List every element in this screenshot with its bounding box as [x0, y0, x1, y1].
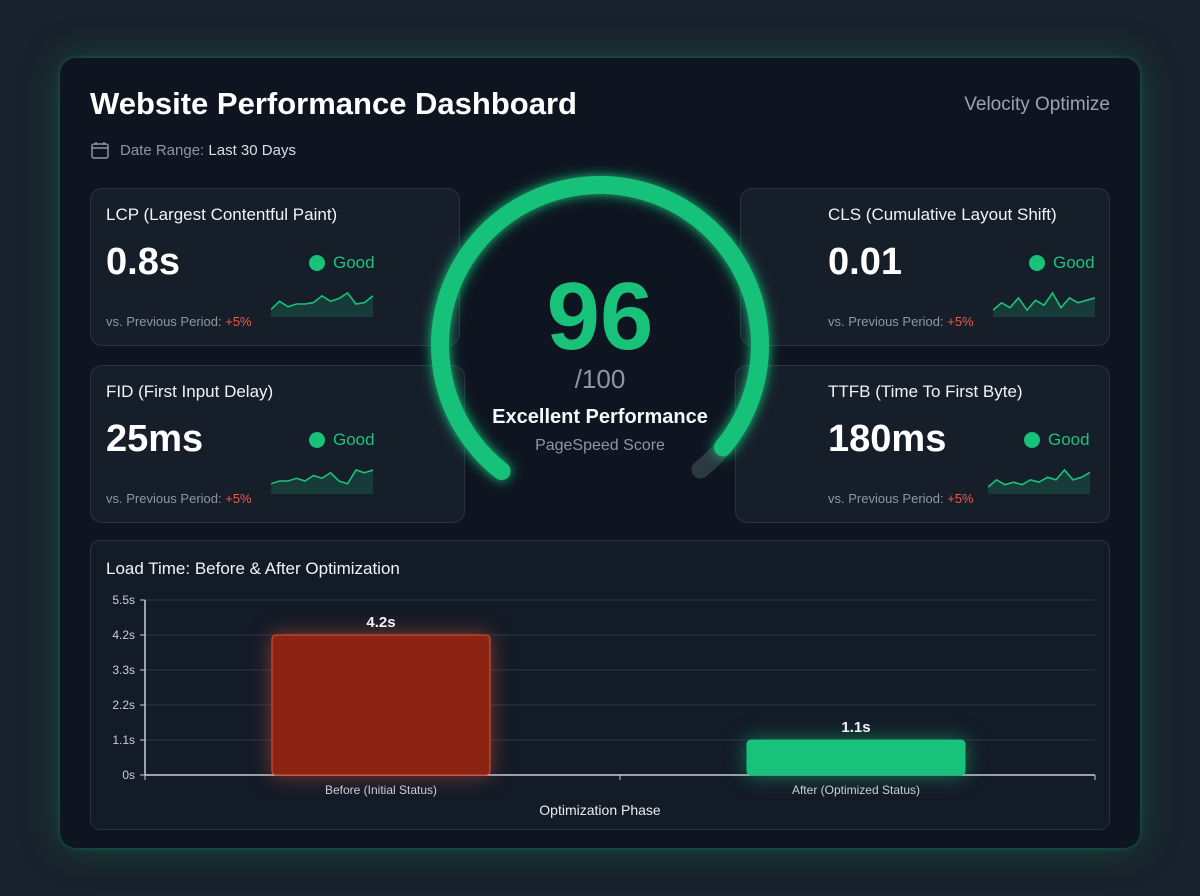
comparison: vs. Previous Period: +5% — [106, 314, 252, 329]
metric-value: 180ms — [828, 418, 947, 460]
score-max: /100 — [574, 364, 626, 394]
sparkline — [271, 469, 373, 494]
metric-card-cls[interactable]: CLS (Cumulative Layout Shift) 0.01 Good … — [740, 188, 1110, 346]
y-tick-label: 2.2s — [112, 698, 135, 712]
metric-label: LCP (Largest Contentful Paint) — [106, 205, 338, 224]
status-dot-icon — [1024, 432, 1040, 448]
status-badge: Good — [309, 253, 375, 273]
comparison: vs. Previous Period: +5% — [828, 491, 974, 506]
bar-after[interactable] — [746, 739, 966, 776]
date-range[interactable]: Date Range: Last 30 Days — [90, 140, 296, 160]
y-tick-label: 4.2s — [112, 628, 135, 642]
status-text: Good — [1048, 430, 1090, 449]
date-range-label: Date Range: — [120, 141, 205, 159]
calendar-icon — [91, 142, 109, 159]
x-axis-title: Optimization Phase — [539, 802, 661, 818]
status-text: Good — [1053, 253, 1095, 272]
comparison-label: vs. Previous Period: — [106, 491, 222, 506]
status-badge: Good — [1029, 253, 1095, 273]
score-rating: Excellent Performance — [492, 406, 708, 428]
page-title: Website Performance Dashboard — [90, 86, 577, 121]
metric-value: 0.8s — [106, 241, 180, 283]
status-dot-icon — [309, 255, 325, 271]
sparkline — [988, 468, 1090, 494]
x-tick-label: After (Optimized Status) — [792, 783, 920, 797]
sparkline — [271, 291, 373, 317]
metric-card-fid[interactable]: FID (First Input Delay) 25ms Good vs. Pr… — [90, 365, 465, 523]
gauge-fill — [431, 176, 769, 514]
comparison-value: +5% — [947, 314, 974, 329]
status-dot-icon — [1029, 255, 1045, 271]
score-caption: PageSpeed Score — [535, 437, 665, 454]
comparison-label: vs. Previous Period: — [828, 314, 944, 329]
sparkline — [993, 291, 1095, 317]
metric-label: TTFB (Time To First Byte) — [828, 382, 1023, 401]
comparison: vs. Previous Period: +5% — [828, 314, 974, 329]
bar-value-label: 1.1s — [841, 719, 870, 736]
y-tick-label: 3.3s — [112, 663, 135, 677]
metric-value: 25ms — [106, 418, 204, 460]
bar-value-label: 4.2s — [366, 614, 395, 631]
load-time-chart-panel: Load Time: Before & After Optimization — [90, 540, 1110, 830]
y-tick-label: 5.5s — [112, 593, 135, 607]
metric-label: CLS (Cumulative Layout Shift) — [828, 205, 1057, 224]
comparison-value: +5% — [225, 491, 252, 506]
y-tick-label: 0s — [122, 768, 135, 782]
comparison-value: +5% — [947, 491, 974, 506]
comparison-label: vs. Previous Period: — [828, 491, 944, 506]
comparison: vs. Previous Period: +5% — [106, 491, 252, 506]
brand-name: Velocity Optimize — [964, 94, 1110, 115]
status-text: Good — [333, 253, 375, 272]
bar-before[interactable] — [271, 634, 491, 776]
status-badge: Good — [1024, 430, 1090, 450]
status-badge: Good — [309, 430, 375, 450]
metric-value: 0.01 — [828, 241, 902, 283]
comparison-value: +5% — [225, 314, 252, 329]
date-range-value: Last 30 Days — [208, 141, 296, 159]
status-dot-icon — [309, 432, 325, 448]
metric-card-lcp[interactable]: LCP (Largest Contentful Paint) 0.8s Good… — [90, 188, 460, 346]
metric-card-ttfb[interactable]: TTFB (Time To First Byte) 180ms Good vs.… — [735, 365, 1110, 523]
comparison-label: vs. Previous Period: — [106, 314, 222, 329]
score-gauge — [431, 176, 769, 514]
chart-title: Load Time: Before & After Optimization — [106, 559, 400, 578]
score-value: 96 — [546, 263, 654, 370]
x-tick-label: Before (Initial Status) — [325, 783, 437, 797]
y-tick-label: 1.1s — [112, 733, 135, 747]
metric-label: FID (First Input Delay) — [106, 382, 274, 401]
status-text: Good — [333, 430, 375, 449]
